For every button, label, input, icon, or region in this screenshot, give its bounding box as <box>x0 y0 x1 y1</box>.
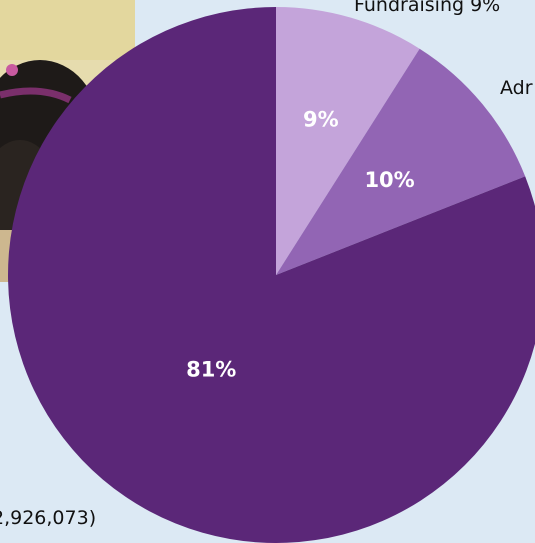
programs-label: 2,926,073) <box>0 507 96 529</box>
slice-label-fundraising: 9% <box>303 108 339 132</box>
slice-label-administration: 10% <box>364 168 414 192</box>
administration-label: Adr <box>500 77 533 99</box>
slice-label-programs: 81% <box>186 357 236 381</box>
fundraising-label: Fundraising 9% <box>354 0 500 16</box>
